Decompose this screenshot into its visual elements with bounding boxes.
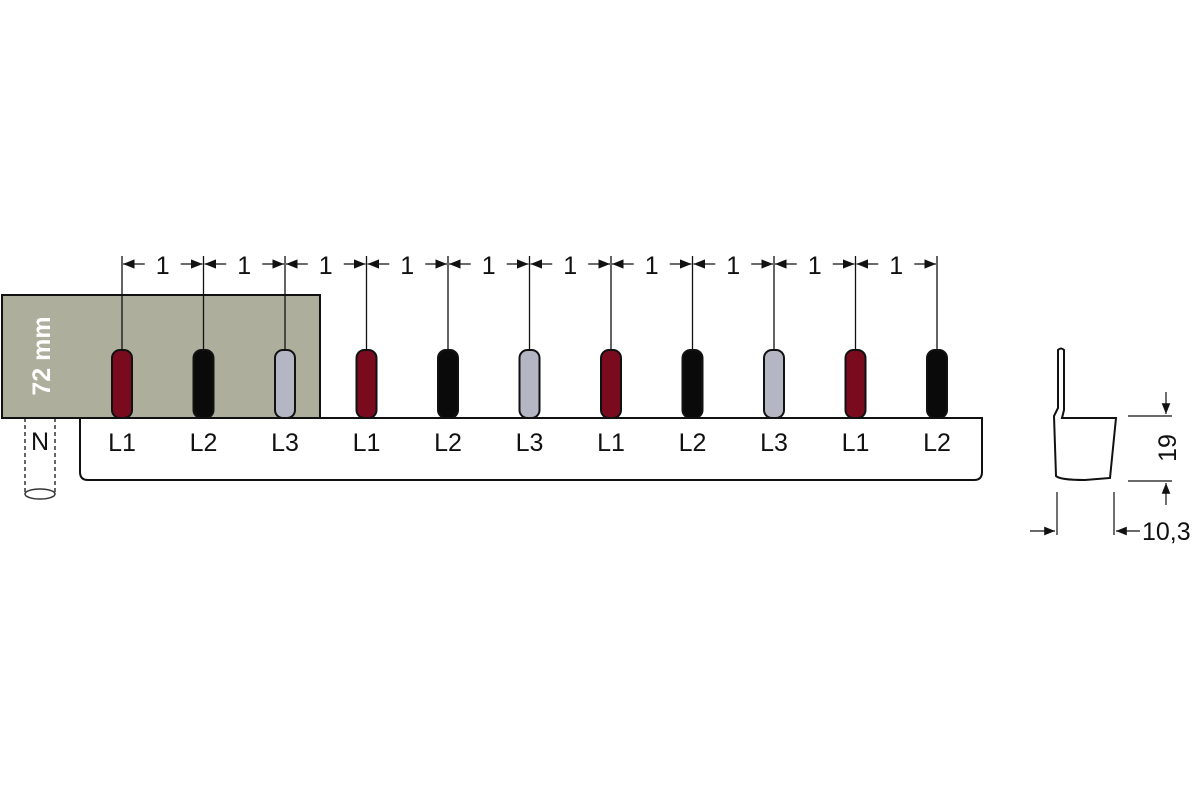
- module-width-label: 72 mm: [28, 316, 56, 395]
- pin-spacing-label: 1: [237, 252, 251, 280]
- pin-l1: [355, 349, 378, 419]
- pin-spacing-label: 1: [156, 252, 170, 280]
- pin-spacing-label: 1: [889, 252, 903, 280]
- phase-label: L2: [190, 429, 218, 457]
- phase-label: L1: [353, 429, 381, 457]
- pin-l3: [518, 349, 541, 419]
- busbar-body: [79, 417, 983, 481]
- pin-l1: [111, 349, 133, 419]
- pin-l3: [274, 349, 296, 419]
- phase-label: L1: [842, 429, 870, 457]
- pin-spacing-label: 1: [645, 252, 659, 280]
- phase-label: L3: [271, 429, 299, 457]
- width-dimension-label: 10,3: [1142, 518, 1191, 546]
- phase-label: L3: [760, 429, 788, 457]
- phase-label: L2: [923, 429, 951, 457]
- neutral-label: N: [31, 428, 49, 456]
- pin-spacing-label: 1: [400, 252, 414, 280]
- neutral-conductor: N: [24, 418, 56, 500]
- phase-label: L3: [516, 429, 544, 457]
- pin-spacing-label: 1: [482, 252, 496, 280]
- phase-label: L1: [108, 429, 136, 457]
- pin-spacing-label: 1: [726, 252, 740, 280]
- phase-label: L2: [434, 429, 462, 457]
- side-view: [1030, 347, 1172, 536]
- pin-l2: [681, 349, 704, 419]
- pin-l1: [844, 349, 867, 419]
- pin-spacing-label: 1: [808, 252, 822, 280]
- pin-l1: [600, 349, 622, 419]
- height-dimension-label: 19: [1154, 434, 1182, 462]
- pin-l2: [437, 349, 459, 419]
- pin-l2: [926, 349, 948, 419]
- pin-l3: [763, 349, 785, 419]
- phase-label: L1: [597, 429, 625, 457]
- phase-label: L2: [679, 429, 707, 457]
- pin-l2: [192, 349, 215, 419]
- device-module: [1, 294, 321, 419]
- pin-spacing-label: 1: [319, 252, 333, 280]
- pin-spacing-label: 1: [563, 252, 577, 280]
